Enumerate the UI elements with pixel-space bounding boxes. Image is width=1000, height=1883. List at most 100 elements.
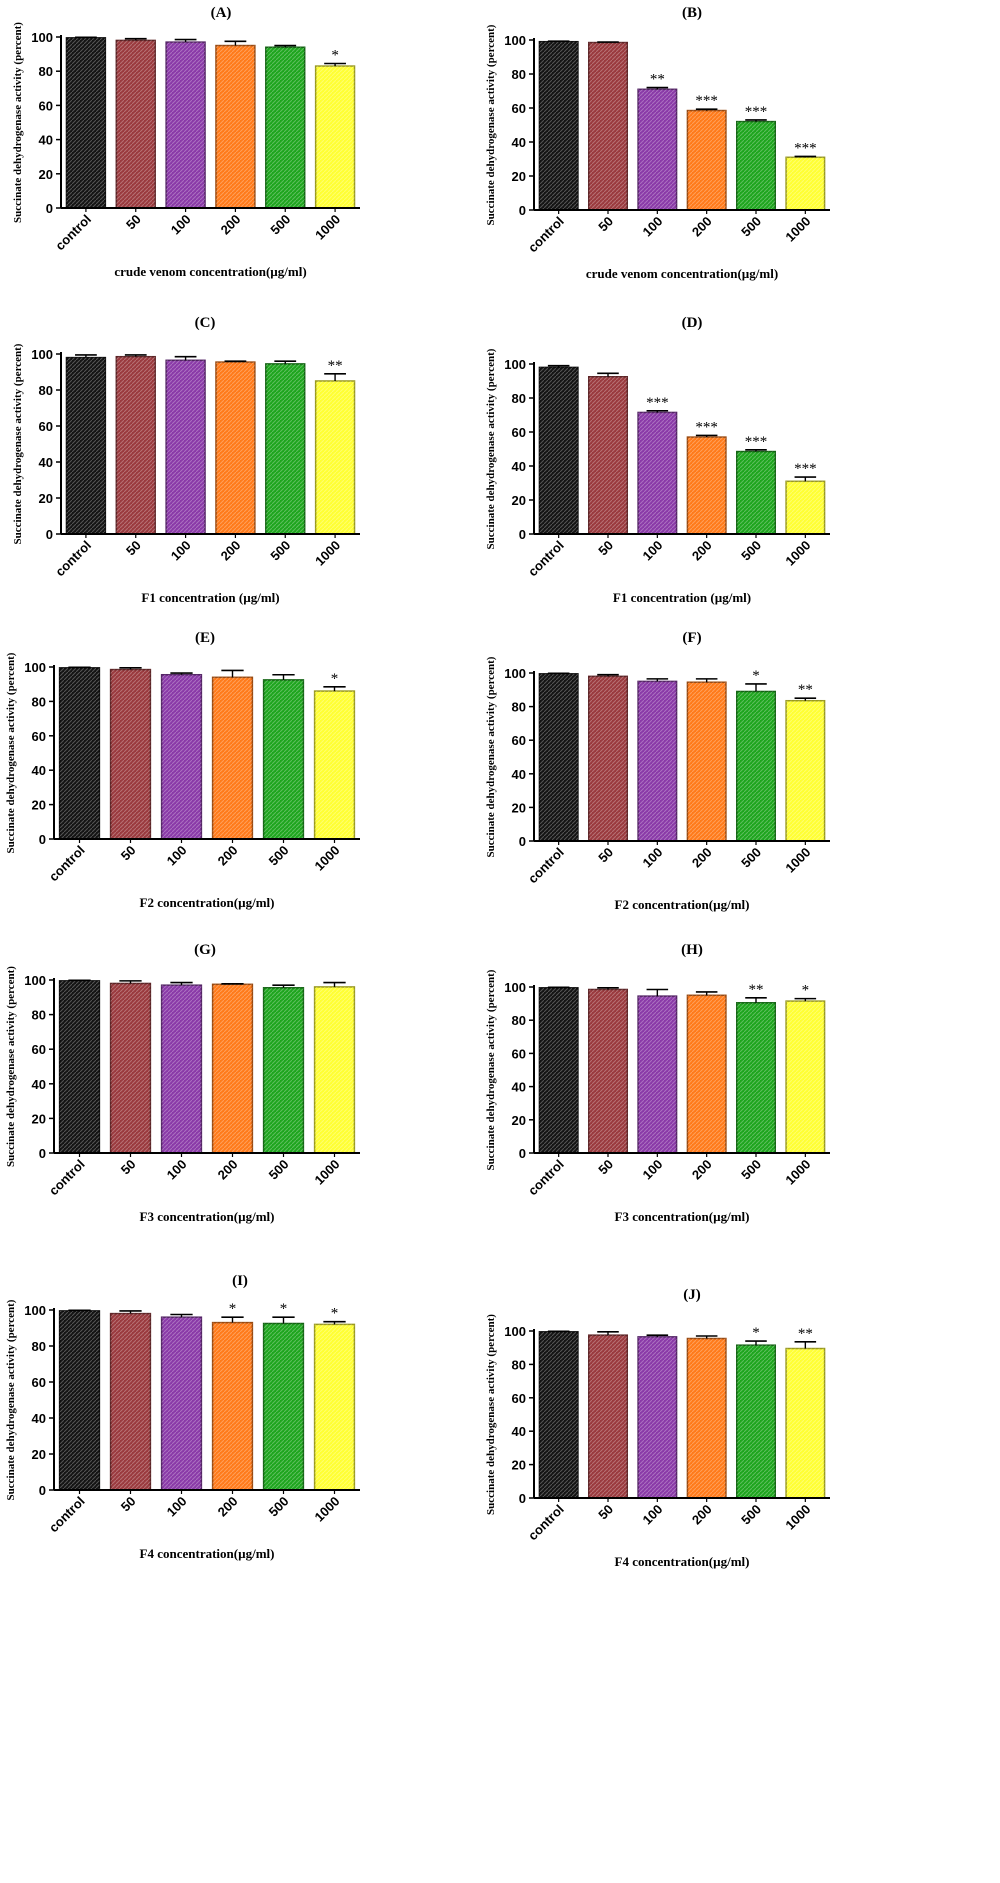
- bar-hatch: [638, 1336, 677, 1498]
- y-axis-label: Succinate dehydrogenase activity (percen…: [12, 22, 24, 223]
- x-tick-label: 100: [168, 538, 194, 564]
- bar-hatch: [687, 110, 726, 210]
- significance-label: *: [331, 1306, 339, 1322]
- y-tick-label: 80: [39, 383, 53, 398]
- significance-label: **: [798, 682, 813, 698]
- significance-label: *: [280, 1301, 288, 1317]
- bar-hatch: [539, 41, 578, 211]
- y-tick-label: 100: [31, 30, 53, 45]
- x-tick-label: control: [525, 538, 567, 580]
- y-tick-label: 60: [32, 1375, 46, 1390]
- x-tick-label: control: [525, 1502, 567, 1544]
- x-tick-label: 1000: [782, 538, 813, 569]
- x-tick-label: 1000: [782, 1502, 813, 1533]
- y-tick-label: 0: [39, 1483, 46, 1498]
- bar-hatch: [588, 42, 628, 210]
- x-tick-label: 200: [689, 1502, 715, 1528]
- x-tick-label: 1000: [312, 1494, 343, 1525]
- x-tick-label: control: [46, 1157, 88, 1199]
- x-tick-label: 200: [689, 214, 715, 240]
- x-tick-label: control: [46, 843, 88, 885]
- y-axis-label: Succinate dehydrogenase activity (percen…: [485, 24, 497, 225]
- chart-panel-g: (G) 0 20 40 60 80 100 control 50 100 200 500 1000 F3 …: [5, 942, 360, 1224]
- bar-hatch: [110, 983, 151, 1153]
- y-tick-label: 100: [504, 357, 526, 372]
- x-tick-label: control: [525, 1157, 567, 1199]
- chart-title: (H): [681, 942, 703, 958]
- x-tick-label: 200: [218, 212, 244, 238]
- y-tick-label: 40: [512, 1080, 526, 1095]
- chart-panel-c: (C) ** 0 20 40 60 80 100 control 50 100 200 500 1000 F…: [12, 315, 360, 605]
- x-tick-label: 500: [266, 843, 292, 869]
- x-tick-label: 500: [738, 1157, 764, 1183]
- x-tick-label: 1000: [782, 845, 813, 876]
- y-tick-label: 100: [24, 660, 46, 675]
- y-tick-label: 80: [512, 1013, 526, 1028]
- y-tick-label: 20: [32, 1447, 46, 1462]
- bar-hatch: [786, 481, 825, 534]
- significance-label: **: [328, 358, 343, 374]
- y-tick-label: 60: [512, 101, 526, 116]
- y-axis-label: Succinate dehydrogenase activity (percen…: [485, 656, 497, 857]
- x-tick-label: 500: [266, 1494, 292, 1520]
- x-tick-label: 50: [595, 845, 616, 866]
- y-tick-label: 60: [512, 733, 526, 748]
- x-tick-label: 50: [118, 1157, 139, 1178]
- y-tick-label: 100: [504, 33, 526, 48]
- y-tick-label: 0: [46, 201, 53, 216]
- y-tick-label: 80: [32, 694, 46, 709]
- y-tick-label: 100: [24, 973, 46, 988]
- bar-hatch: [638, 681, 677, 841]
- x-tick-label: 200: [689, 538, 715, 564]
- bar-hatch: [539, 1331, 578, 1498]
- bar-hatch: [588, 989, 628, 1153]
- x-tick-label: 500: [738, 538, 764, 564]
- significance-label: *: [802, 983, 810, 999]
- y-tick-label: 40: [32, 763, 46, 778]
- x-tick-label: 1000: [312, 212, 343, 243]
- x-tick-label: 200: [689, 845, 715, 871]
- y-tick-label: 80: [512, 1357, 526, 1372]
- y-tick-label: 60: [39, 98, 53, 113]
- significance-label: ***: [794, 140, 817, 156]
- significance-label: **: [798, 1326, 813, 1342]
- x-tick-label: 200: [215, 1494, 241, 1520]
- bar-hatch: [314, 1324, 355, 1490]
- y-axis-label: Succinate dehydrogenase activity (percen…: [5, 966, 17, 1167]
- x-tick-label: 500: [267, 538, 293, 564]
- significance-label: ***: [695, 93, 718, 109]
- x-tick-label: 50: [123, 212, 144, 233]
- x-tick-label: 1000: [312, 1157, 343, 1188]
- chart-title: (F): [682, 630, 701, 646]
- bar-hatch: [736, 1002, 776, 1153]
- y-tick-label: 40: [39, 455, 53, 470]
- x-tick-label: 50: [123, 538, 144, 559]
- bar-hatch: [59, 667, 100, 839]
- bar-hatch: [161, 1317, 202, 1490]
- bar-hatch: [588, 676, 628, 841]
- bar-hatch: [736, 121, 776, 210]
- bar-hatch: [212, 984, 253, 1153]
- y-tick-label: 20: [32, 1111, 46, 1126]
- x-axis-label: F2 concentration(µg/ml): [140, 895, 275, 910]
- y-tick-label: 40: [512, 1424, 526, 1439]
- x-tick-label: 100: [640, 845, 666, 871]
- y-tick-label: 20: [512, 1458, 526, 1473]
- bar-hatch: [166, 42, 206, 208]
- bar-hatch: [687, 437, 726, 534]
- y-axis-label: Succinate dehydrogenase activity (percen…: [5, 652, 17, 853]
- x-tick-label: control: [46, 1494, 88, 1536]
- bar-hatch: [786, 157, 825, 210]
- significance-label: *: [229, 1301, 237, 1317]
- bar-hatch: [736, 691, 776, 841]
- significance-label: *: [331, 671, 339, 687]
- chart-panel-a: (A) * 0 20 40 60 80 100 control 50 100 200 500 1000 cr…: [12, 5, 360, 279]
- chart-panel-e: (E) * 0 20 40 60 80 100 control 50 100 200 500 1000 F2…: [5, 630, 360, 910]
- bar-hatch: [161, 985, 202, 1153]
- y-tick-label: 0: [519, 527, 526, 542]
- bar-hatch: [263, 679, 304, 839]
- bar-hatch: [638, 996, 677, 1153]
- y-tick-label: 60: [32, 1042, 46, 1057]
